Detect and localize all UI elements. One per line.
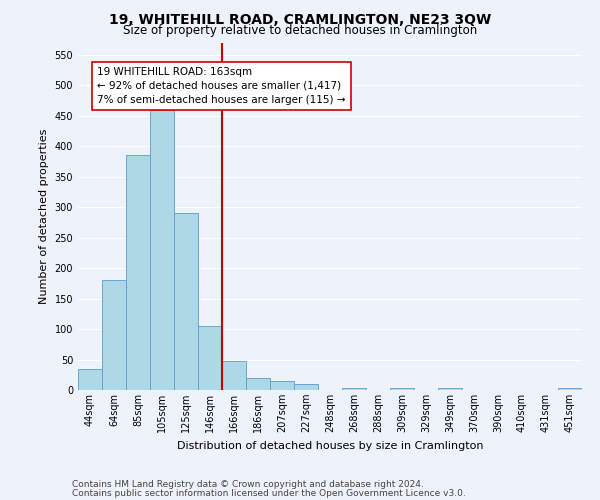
Bar <box>222 362 246 390</box>
Bar <box>246 378 270 390</box>
Bar <box>102 280 126 390</box>
Bar <box>270 381 294 390</box>
Bar <box>78 368 102 390</box>
Bar <box>174 213 198 390</box>
Bar <box>390 388 414 390</box>
Bar <box>198 326 222 390</box>
Text: 19, WHITEHILL ROAD, CRAMLINGTON, NE23 3QW: 19, WHITEHILL ROAD, CRAMLINGTON, NE23 3Q… <box>109 12 491 26</box>
Bar <box>342 388 366 390</box>
Bar <box>126 156 150 390</box>
X-axis label: Distribution of detached houses by size in Cramlington: Distribution of detached houses by size … <box>177 440 483 450</box>
Text: 19 WHITEHILL ROAD: 163sqm
← 92% of detached houses are smaller (1,417)
7% of sem: 19 WHITEHILL ROAD: 163sqm ← 92% of detac… <box>97 67 346 105</box>
Bar <box>438 388 462 390</box>
Bar <box>294 384 318 390</box>
Y-axis label: Number of detached properties: Number of detached properties <box>39 128 49 304</box>
Text: Contains HM Land Registry data © Crown copyright and database right 2024.: Contains HM Land Registry data © Crown c… <box>72 480 424 489</box>
Bar <box>150 110 174 390</box>
Bar <box>558 388 582 390</box>
Text: Contains public sector information licensed under the Open Government Licence v3: Contains public sector information licen… <box>72 488 466 498</box>
Text: Size of property relative to detached houses in Cramlington: Size of property relative to detached ho… <box>123 24 477 37</box>
